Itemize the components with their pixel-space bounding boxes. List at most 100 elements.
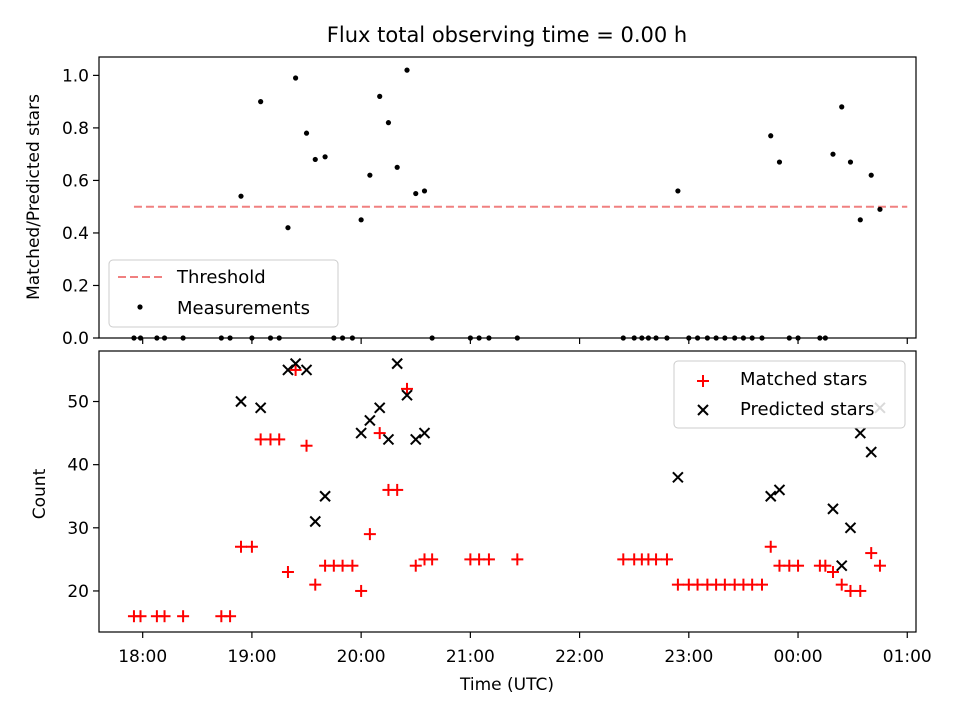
measurement-point: [258, 99, 264, 105]
x-tick-label: 23:00: [664, 647, 713, 667]
matched-star-point: [650, 553, 663, 566]
ratio-x-axis: [142, 338, 908, 344]
matched-star-point: [426, 553, 439, 566]
predicted-star-point: [289, 357, 302, 370]
ratio-y-axis-label: Matched/Predicted stars: [24, 94, 44, 300]
predicted-star-point: [391, 357, 403, 370]
ratio-chart-title: Flux total observing time = 0.00 h: [327, 23, 687, 47]
measurement-point: [322, 154, 328, 160]
predicted-star-point: [401, 389, 413, 401]
measurement-point: [868, 172, 874, 178]
y-tick-label: 0.8: [62, 119, 89, 139]
ratio-axes-frame: [98, 56, 917, 339]
matched-star-point: [363, 528, 376, 541]
matched-star-point: [671, 578, 684, 591]
predicted-star-point: [854, 427, 867, 439]
measurement-point: [857, 217, 863, 223]
matched-star-point: [835, 578, 848, 591]
matched-star-point: [755, 578, 768, 591]
measurement-point: [293, 75, 299, 81]
x-tick-label: 18:00: [118, 647, 167, 667]
predicted-star-point: [773, 484, 786, 496]
measurement-point: [312, 156, 318, 163]
y-tick-label: 40: [67, 456, 89, 476]
matched-star-point: [401, 382, 414, 395]
measurement-point: [404, 67, 410, 73]
measurement-point: [303, 130, 310, 136]
measurement-point: [238, 193, 244, 199]
ratio-legend-frame: [108, 259, 339, 328]
predicted-star-point: [319, 490, 331, 502]
matched-star-point: [826, 566, 839, 579]
measurement-point: [776, 159, 783, 165]
legend-threshold-label: Threshold: [176, 267, 266, 288]
legend-matched-swatch: [697, 375, 709, 387]
ratio-panel: Flux total observing time = 0.00 h 0.00.…: [24, 23, 917, 349]
legend-matched-label: Matched stars: [740, 369, 867, 390]
y-tick-label: 30: [67, 519, 89, 539]
count-panel: 20 30 40 50 18:00 19:00 20:00 21:00 22:00 23:00 0…: [30, 350, 932, 695]
matched-star-point: [409, 559, 422, 572]
matched-star-point: [764, 540, 777, 553]
matched-star-point: [391, 483, 404, 496]
matched-star-point: [617, 553, 630, 566]
measurement-point: [830, 151, 836, 157]
measurement-point: [413, 190, 419, 197]
predicted-star-point: [836, 559, 848, 572]
predicted-star-point: [355, 427, 367, 439]
measurement-point: [877, 206, 883, 212]
y-tick-label: 0.4: [62, 224, 89, 244]
measurement-point: [847, 159, 854, 165]
measurement-point: [394, 164, 400, 170]
matched-star-point: [511, 553, 524, 566]
measurement-point: [377, 93, 383, 99]
predicted-star-point: [672, 471, 684, 483]
matched-star-point: [819, 559, 832, 572]
predicted-star-point: [235, 395, 247, 408]
matched-star-point: [245, 540, 258, 553]
predicted-star-point: [254, 402, 267, 414]
count-y-axis: 20 30 40 50: [67, 393, 99, 602]
matched-star-point: [482, 553, 495, 566]
matched-star-point: [234, 540, 247, 553]
ratio-y-axis: 0.0 0.2 0.4 0.6 0.8 1.0: [62, 66, 99, 349]
matched-star-point: [373, 427, 386, 440]
predicted-star-point: [309, 515, 321, 528]
legend-measurements-swatch: [137, 304, 143, 310]
x-tick-label: 19:00: [227, 647, 276, 667]
matched-star-point: [873, 559, 886, 572]
measurement-point: [285, 225, 291, 231]
count-legend-frame: [673, 360, 906, 429]
measurement-point: [358, 217, 364, 223]
count-y-axis-label: Count: [30, 468, 50, 519]
matched-star-point: [309, 578, 322, 591]
measurement-point: [385, 120, 392, 126]
predicted-star-point: [410, 433, 422, 446]
legend-predicted-label: Predicted stars: [740, 399, 874, 420]
y-tick-label: 0.2: [62, 276, 89, 296]
predicted-star-point: [382, 433, 395, 446]
y-tick-label: 0.6: [62, 171, 89, 191]
measurement-point: [421, 188, 428, 194]
y-tick-label: 1.0: [62, 66, 89, 86]
count-x-axis: 18:00 19:00 20:00 21:00 22:00 23:00 00:00 01:00: [118, 632, 932, 667]
matched-star-point: [854, 584, 867, 597]
matched-star-point: [346, 559, 359, 572]
legend-predicted-swatch: [697, 404, 709, 416]
count-x-axis-label: Time (UTC): [459, 675, 554, 695]
y-tick-label: 0.0: [62, 329, 89, 349]
matched-star-point: [300, 439, 313, 452]
matched-star-point: [134, 610, 147, 623]
matched-star-point: [289, 363, 302, 376]
matched-star-point: [273, 433, 286, 446]
predicted-star-point: [865, 446, 877, 458]
matched-star-point: [355, 584, 368, 597]
predicted-star-point: [374, 402, 386, 414]
measurement-point: [367, 172, 373, 178]
matched-star-point: [177, 610, 190, 623]
predicted-star-point: [844, 522, 857, 534]
matched-star-point: [865, 547, 878, 560]
matched-star-point: [792, 559, 805, 572]
